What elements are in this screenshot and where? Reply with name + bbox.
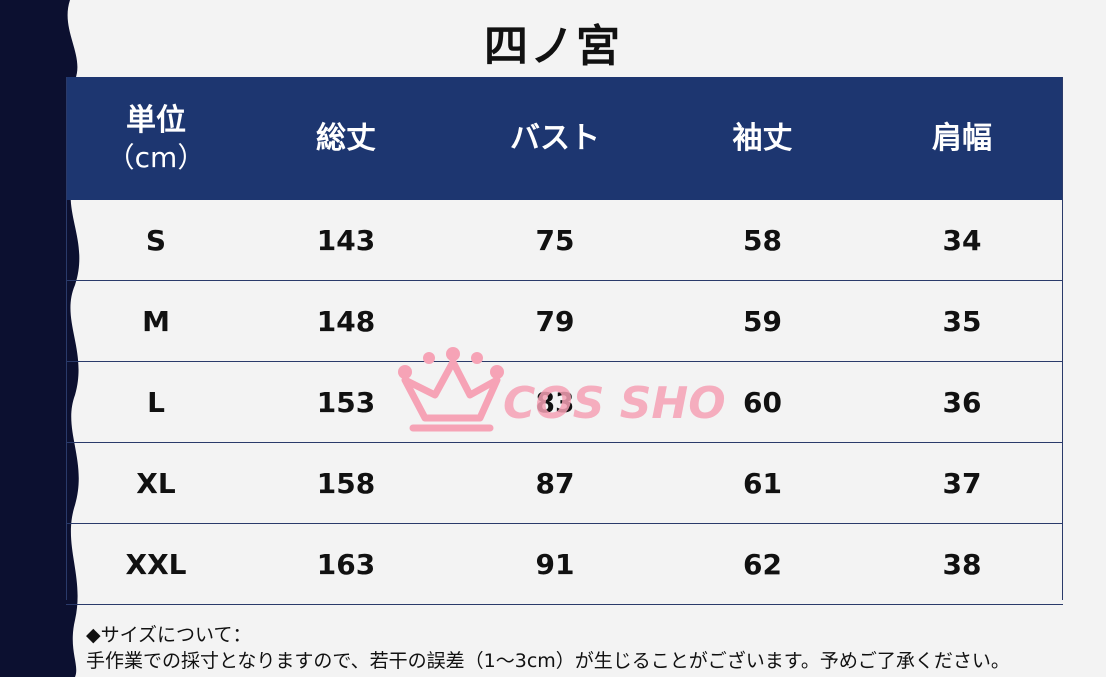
- size-notes: ◆サイズについて： 手作業での採寸となりますので、若干の誤差（1～3cm）が生じ…: [86, 622, 1096, 674]
- table-row: XXL 163 91 62 38: [66, 523, 1063, 605]
- value-cell: 34: [861, 200, 1063, 281]
- table-row: M 148 79 59 35: [66, 280, 1063, 362]
- header-unit-sub: （cm）: [106, 140, 206, 174]
- value-cell: 163: [246, 523, 446, 605]
- header-unit: 単位 （cm）: [66, 77, 246, 200]
- value-cell: 83: [446, 361, 664, 443]
- value-cell: 35: [861, 280, 1063, 362]
- header-bust: バスト: [446, 77, 664, 200]
- table-row: L 153 83 60 36: [66, 361, 1063, 443]
- notes-body: 手作業での採寸となりますので、若干の誤差（1～3cm）が生じることがございます。…: [86, 650, 1010, 672]
- table-row: S 143 75 58 34: [66, 200, 1063, 281]
- value-cell: 59: [664, 280, 861, 362]
- value-cell: 36: [861, 361, 1063, 443]
- value-cell: 37: [861, 442, 1063, 524]
- value-cell: 158: [246, 442, 446, 524]
- size-cell: XXL: [66, 523, 246, 605]
- value-cell: 91: [446, 523, 664, 605]
- header-unit-label: 単位: [126, 102, 186, 138]
- value-cell: 75: [446, 200, 664, 281]
- value-cell: 62: [664, 523, 861, 605]
- value-cell: 58: [664, 200, 861, 281]
- size-cell: M: [66, 280, 246, 362]
- value-cell: 143: [246, 200, 446, 281]
- value-cell: 148: [246, 280, 446, 362]
- header-shoulder-width: 肩幅: [861, 77, 1063, 200]
- table-row: XL 158 87 61 37: [66, 442, 1063, 524]
- value-cell: 79: [446, 280, 664, 362]
- page-title: 四ノ宮: [484, 21, 622, 72]
- size-cell: L: [66, 361, 246, 443]
- value-cell: 60: [664, 361, 861, 443]
- size-cell: S: [66, 200, 246, 281]
- value-cell: 87: [446, 442, 664, 524]
- decorative-wave-border: [0, 0, 80, 677]
- header-sleeve-length: 袖丈: [664, 77, 861, 200]
- value-cell: 61: [664, 442, 861, 524]
- notes-heading: ◆サイズについて：: [86, 624, 252, 646]
- value-cell: 153: [246, 361, 446, 443]
- header-total-length: 総丈: [246, 77, 446, 200]
- value-cell: 38: [861, 523, 1063, 605]
- size-chart-table: 単位 （cm） 総丈 バスト 袖丈 肩幅 S 143 75 58 34 M 14…: [66, 77, 1063, 605]
- table-header: 単位 （cm） 総丈 バスト 袖丈 肩幅: [66, 77, 1063, 200]
- size-cell: XL: [66, 442, 246, 524]
